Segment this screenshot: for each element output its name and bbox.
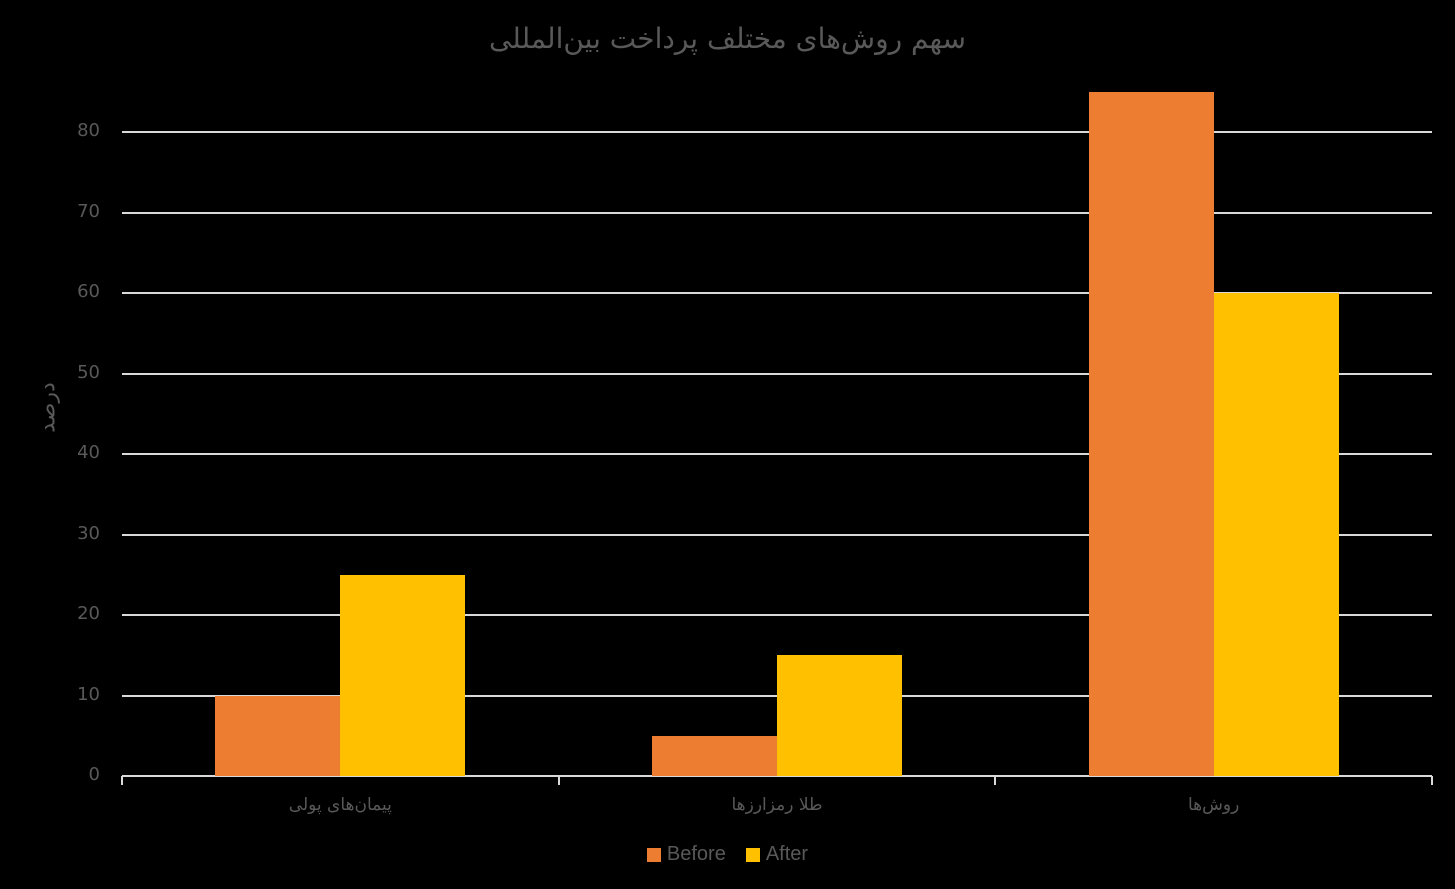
x-axis-tick <box>121 776 123 785</box>
y-tick-label: 80 <box>77 120 100 141</box>
gridline <box>122 131 1432 133</box>
bar-after <box>1213 293 1339 776</box>
y-tick-label: 60 <box>77 281 100 302</box>
gridline <box>122 533 1432 536</box>
x-category-label: پیمان‌های پولی <box>288 795 392 815</box>
gridline <box>122 453 1432 455</box>
bar-before <box>652 735 777 776</box>
legend-label-before: Before <box>666 843 726 865</box>
y-tick-label: 30 <box>77 522 100 544</box>
legend: Before After <box>0 843 1455 866</box>
y-tick-label: 0 <box>88 764 100 785</box>
y-tick-label: 50 <box>77 361 100 383</box>
legend-item-before: Before <box>646 843 726 866</box>
x-axis-tick <box>994 776 997 785</box>
chart-title: سهم روش‌های مختلف پرداخت بین‌المللی <box>488 22 967 55</box>
legend-swatch-before <box>646 847 661 862</box>
x-axis-tick <box>1431 776 1433 785</box>
legend-swatch-after <box>745 847 760 862</box>
y-tick-label: 40 <box>77 442 100 463</box>
y-tick-label: 10 <box>77 683 100 705</box>
bar-before <box>215 695 341 776</box>
x-category-label: طلا رمزارزها <box>731 795 823 815</box>
x-axis-line <box>122 775 1432 777</box>
gridline <box>122 211 1432 214</box>
x-axis-tick <box>557 776 560 785</box>
gridline <box>122 292 1432 294</box>
legend-label-after: After <box>765 843 809 865</box>
gridline <box>122 372 1432 375</box>
x-category-label: روش‌ها <box>1187 795 1240 815</box>
y-tick-label: 70 <box>77 200 100 222</box>
bar-after <box>340 574 466 776</box>
gridline <box>122 614 1432 616</box>
legend-item-after: After <box>745 843 809 866</box>
bar-before <box>1088 91 1214 776</box>
bar-after <box>777 655 902 776</box>
y-tick-label: 20 <box>77 603 100 624</box>
